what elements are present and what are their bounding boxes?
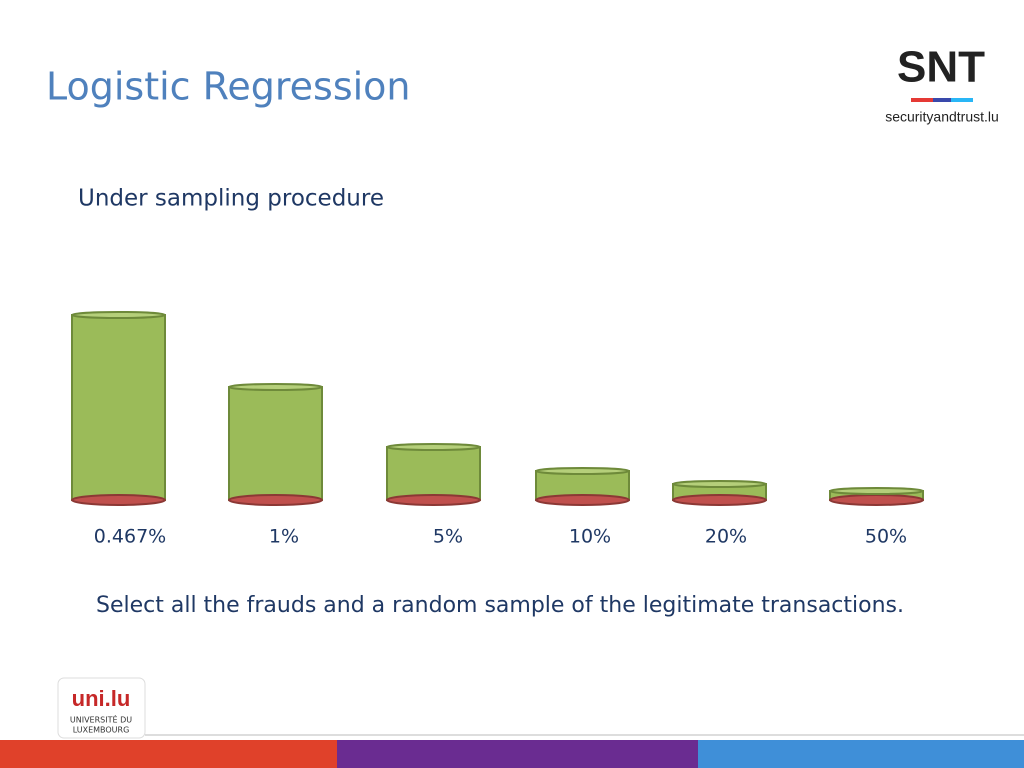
cylinder-base	[829, 494, 924, 506]
logo-site: securityandtrust.lu	[885, 109, 999, 125]
cylinder-top	[71, 311, 166, 319]
footer-bar	[0, 740, 337, 768]
cylinder-body	[386, 446, 481, 501]
rate-label: 0.467%	[94, 526, 166, 548]
footer-bar	[337, 740, 698, 768]
cylinder-base	[535, 494, 630, 506]
uni-logo-text: UNIVERSITÉ DU	[70, 714, 132, 725]
cylinder-body	[228, 386, 323, 501]
rate-label: 1%	[269, 526, 299, 548]
cylinder-body	[71, 314, 166, 501]
cylinder-top	[386, 443, 481, 451]
rate-label: 20%	[705, 526, 747, 548]
logo-stripe	[911, 98, 933, 102]
cylinder-base	[228, 494, 323, 506]
footer-bar	[698, 740, 1024, 768]
caption: Select all the frauds and a random sampl…	[96, 593, 904, 618]
logo-mark: SNT	[897, 43, 985, 92]
cylinder-top	[535, 467, 630, 475]
cylinder-top	[829, 487, 924, 495]
cylinder-base	[672, 494, 767, 506]
rate-label: 5%	[433, 526, 463, 548]
cylinder-base	[386, 494, 481, 506]
logo-stripe	[951, 98, 973, 102]
uni-logo-text: LUXEMBOURG	[73, 726, 130, 735]
rate-label: 10%	[569, 526, 611, 548]
logo-stripe	[933, 98, 951, 102]
cylinders	[71, 311, 924, 506]
uni-logo-box	[57, 677, 146, 739]
uni-logo-mark: uni.lu	[72, 686, 131, 711]
cylinder-base	[71, 494, 166, 506]
rate-label: 50%	[865, 526, 907, 548]
cylinder-top	[228, 383, 323, 391]
subtitle: Under sampling procedure	[78, 186, 384, 212]
slide-title: Logistic Regression	[46, 65, 411, 109]
cylinder-top	[672, 480, 767, 488]
